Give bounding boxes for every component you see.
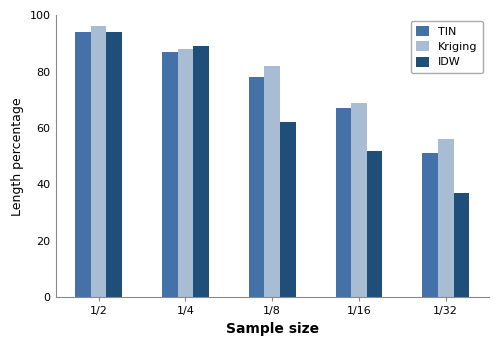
Bar xyxy=(264,66,280,297)
Bar xyxy=(178,49,193,297)
X-axis label: Sample size: Sample size xyxy=(226,322,319,336)
Bar xyxy=(422,153,438,297)
Bar xyxy=(336,108,351,297)
Bar xyxy=(162,52,178,297)
Bar xyxy=(351,103,367,297)
Bar xyxy=(193,46,209,297)
Legend: TIN, Kriging, IDW: TIN, Kriging, IDW xyxy=(410,21,484,73)
Bar xyxy=(367,151,382,297)
Bar xyxy=(91,26,106,297)
Y-axis label: Length percentage: Length percentage xyxy=(11,97,24,215)
Bar xyxy=(75,32,91,297)
Bar xyxy=(106,32,122,297)
Bar xyxy=(249,77,264,297)
Bar xyxy=(280,122,295,297)
Bar xyxy=(454,193,469,297)
Bar xyxy=(438,139,454,297)
